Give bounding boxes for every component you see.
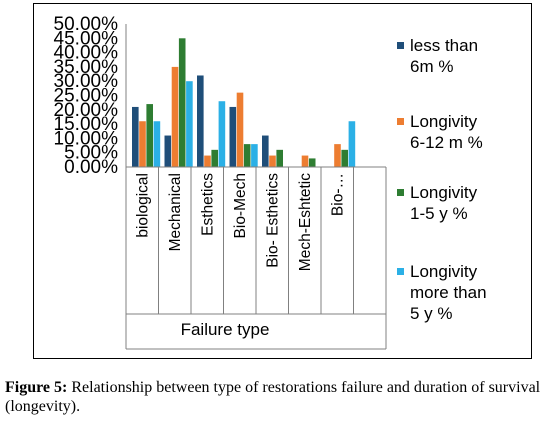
bar: [341, 149, 348, 167]
category-label: biological: [134, 173, 151, 238]
category-label: Mechanical: [167, 173, 184, 251]
bar: [204, 155, 211, 167]
legend-label: more than: [410, 283, 487, 302]
y-tick-label: 15.00%: [54, 114, 119, 135]
y-tick-label: 40.00%: [54, 43, 119, 64]
bar: [334, 144, 341, 167]
bar: [153, 121, 161, 167]
bar: [186, 81, 193, 167]
legend-swatch: [397, 189, 404, 196]
legend-label: 6m %: [410, 57, 453, 76]
bar: [146, 104, 153, 167]
bar: [139, 121, 146, 167]
legend-label: Longivity: [410, 112, 478, 131]
bar: [236, 92, 244, 167]
bar: [262, 135, 269, 167]
category-label: Bio-Mech: [232, 173, 249, 238]
y-tick-label: 20.00%: [54, 100, 119, 121]
bar: [211, 149, 218, 167]
bar: [164, 135, 172, 167]
bar: [178, 38, 186, 167]
bar: [132, 106, 139, 167]
bar: [171, 66, 179, 167]
category-label: Esthetics: [199, 173, 216, 236]
legend-label: 6-12 m %: [410, 133, 483, 152]
legend-label: less than: [410, 36, 478, 55]
bar: [243, 144, 251, 167]
chart-frame: 0.00% 5.00% 10.00% 15.00% 20.00% 25.00% 30.00%…: [33, 3, 532, 359]
bar-chart: 0.00%5.00%10.00%15.00%20.00%25.00%30.00%…: [54, 14, 487, 350]
legend-swatch: [397, 268, 404, 275]
x-axis-title: Failure type: [181, 320, 270, 339]
caption-label: Figure 5:: [5, 379, 68, 396]
bar: [301, 155, 309, 167]
legend-label: Longivity: [410, 262, 478, 281]
y-tick-label: 50.00%: [54, 14, 119, 35]
y-tick-label: 30.00%: [54, 71, 119, 92]
bar: [276, 149, 283, 167]
y-tick-label: 5.00%: [64, 143, 118, 164]
y-tick-label: 10.00%: [54, 128, 119, 149]
legend-swatch: [397, 118, 404, 125]
legend-swatch: [397, 42, 404, 49]
bar: [218, 101, 226, 167]
bar: [308, 158, 316, 167]
legend-label: 1-5 y %: [410, 204, 468, 223]
bar: [251, 144, 258, 167]
figure-caption: Figure 5: Relationship between type of r…: [5, 378, 550, 416]
category-label: Bio-…: [329, 173, 346, 216]
category-label: Mech-Eshtetic: [297, 173, 314, 271]
y-tick-label: 35.00%: [54, 57, 119, 78]
caption-text: Relationship between type of restoration…: [5, 379, 541, 415]
bar: [229, 106, 237, 167]
bar: [197, 75, 204, 167]
category-label: Bio- Esthetics: [264, 173, 281, 268]
bar: [269, 155, 276, 167]
y-tick-label: 0.00%: [64, 157, 118, 178]
legend-label: 5 y %: [410, 304, 453, 323]
bar: [348, 121, 356, 167]
y-tick-label: 45.00%: [54, 28, 119, 49]
y-tick-label: 25.00%: [54, 86, 119, 107]
legend-label: Longivity: [410, 183, 478, 202]
